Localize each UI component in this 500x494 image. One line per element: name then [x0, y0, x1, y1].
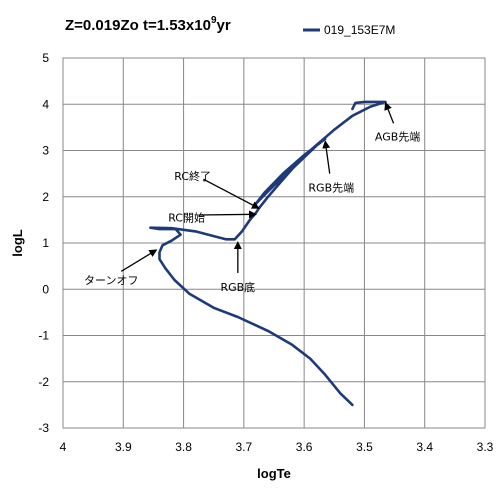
y-tick-labels: 5 4 3 2 1 0 -1 -2 -3: [38, 51, 49, 435]
y-tick-label: 3: [42, 144, 49, 158]
x-tick-label: 3.9: [115, 440, 132, 454]
x-tick-label: 3.3: [477, 440, 494, 454]
y-tick-label: 0: [42, 282, 49, 296]
y-axis-title: logL: [10, 229, 25, 256]
x-tick-label: 4: [60, 440, 67, 454]
chart-title-tail: yr: [217, 17, 231, 34]
y-tick-label: 4: [42, 97, 49, 111]
x-tick-label: 3.8: [175, 440, 192, 454]
y-tick-label: 5: [42, 51, 49, 65]
annotation-label: RGB底: [220, 280, 255, 294]
legend-label: 019_153E7M: [324, 23, 395, 37]
annotation-label: RC終了: [174, 169, 211, 183]
annotation-arrow: [384, 101, 395, 124]
annotation-label: RGB先端: [308, 182, 354, 195]
annotations: AGB先端 RGB先端 RC終了 RC開始 RGB底 ターンオフ: [84, 101, 420, 294]
annotation-label: RC開始: [168, 211, 205, 225]
chart-title-superscript: 9: [211, 15, 217, 26]
x-tick-labels: 4 3.9 3.8 3.7 3.6 3.5 3.4 3.3: [60, 440, 494, 454]
x-tick-label: 3.5: [356, 440, 373, 454]
plot-area-border: [62, 57, 486, 429]
y-tick-label: 1: [42, 236, 49, 250]
y-tick-label: -2: [38, 375, 49, 389]
annotation-arrow: [120, 249, 158, 272]
x-axis-title: logTe: [257, 466, 291, 481]
annotation-arrow: [203, 178, 260, 209]
series: [149, 100, 387, 407]
y-tick-label: -3: [38, 421, 49, 435]
annotation-label: AGB先端: [375, 131, 420, 144]
y-tick-label: -1: [38, 329, 49, 343]
annotation-arrow: [322, 140, 331, 174]
annotation-label: ターンオフ: [84, 274, 138, 287]
annotation-arrow: [198, 210, 257, 219]
x-tick-label: 3.4: [416, 440, 433, 454]
x-tick-label: 3.6: [296, 440, 313, 454]
chart-title: Z=0.019Zo t=1.53x109yr: [65, 15, 231, 34]
series-line: [149, 100, 387, 407]
chart-title-main: Z=0.019Zo t=1.53x10: [65, 17, 211, 34]
y-tick-label: 2: [42, 190, 49, 204]
x-tick-label: 3.7: [236, 440, 253, 454]
